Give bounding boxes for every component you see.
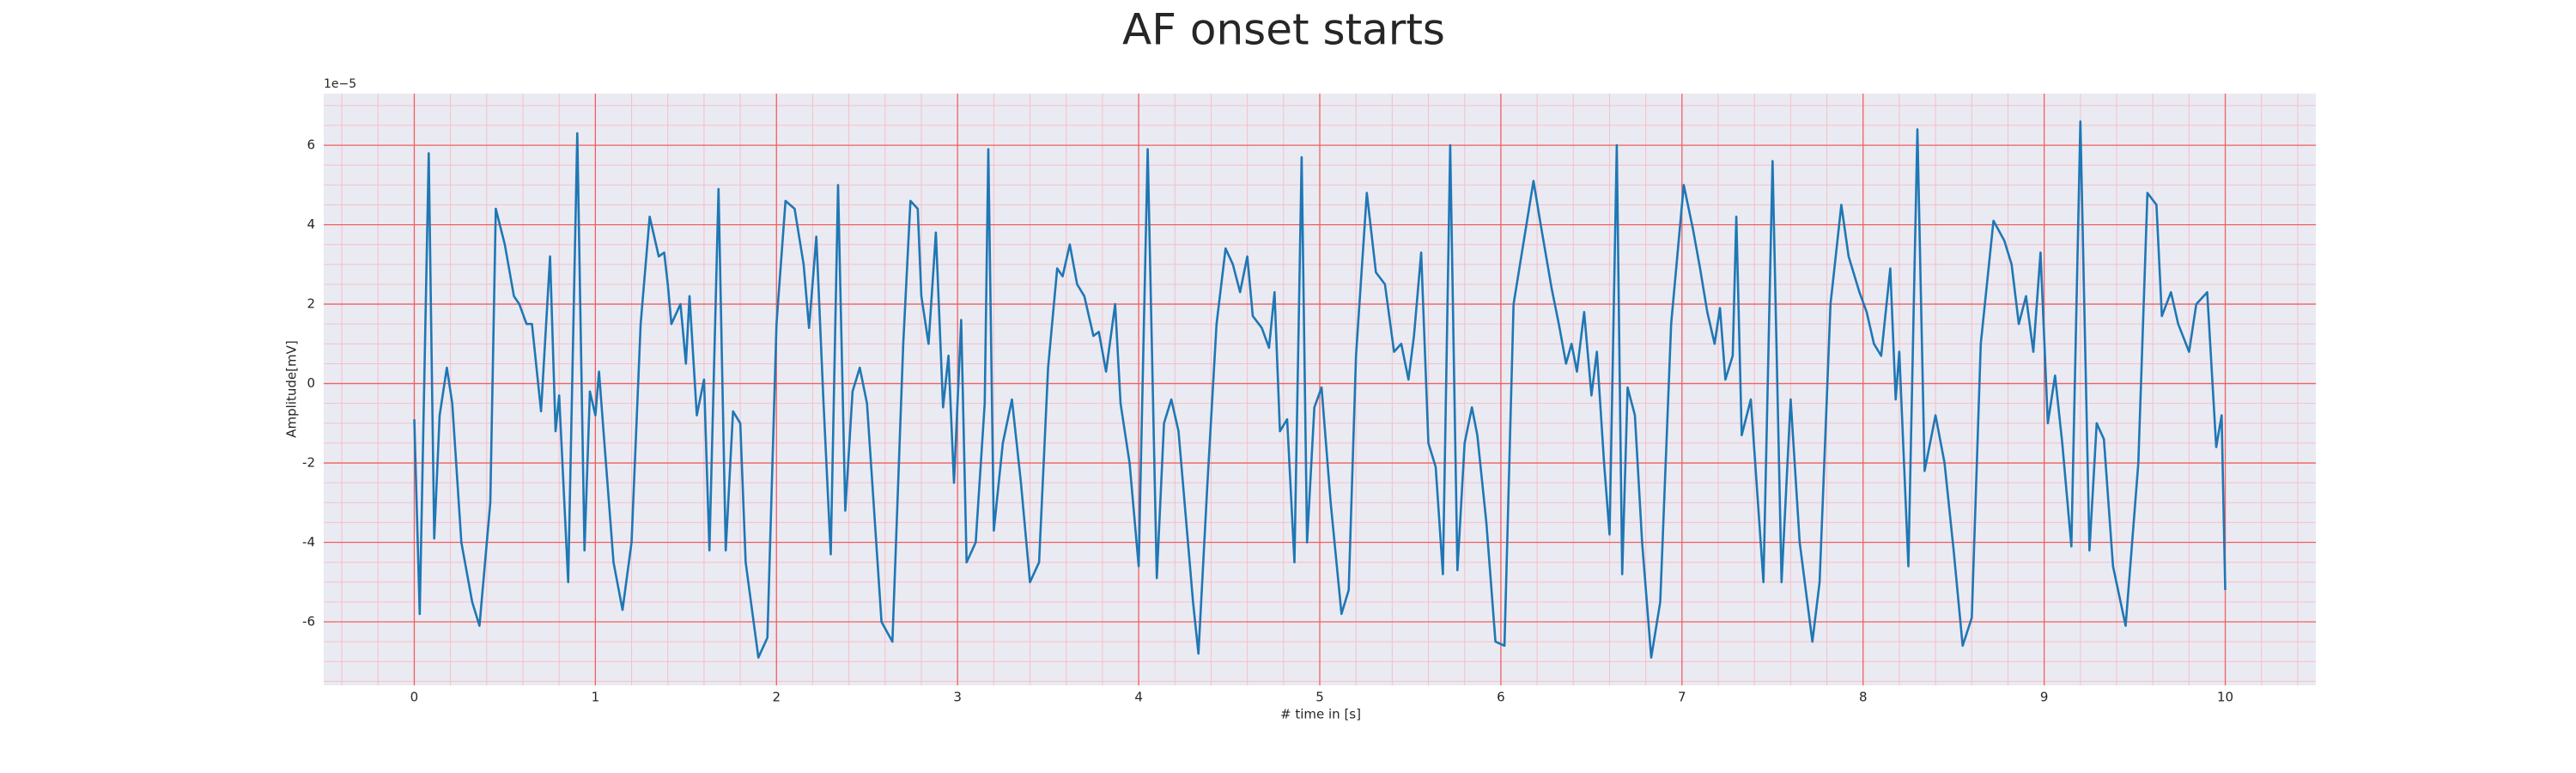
- chart-title: AF onset starts: [1122, 5, 1445, 55]
- signal-line: [413, 120, 2227, 659]
- y-tick-label: 4: [307, 216, 315, 232]
- x-axis-label: # time in [s]: [1280, 707, 1361, 722]
- x-tick-label: 7: [1678, 690, 1686, 705]
- y-tick-label: 0: [307, 375, 315, 391]
- y-offset-text: 1e−5: [324, 77, 356, 91]
- x-tick-label: 5: [1315, 690, 1324, 705]
- x-tick-label: 0: [410, 690, 419, 705]
- y-axis-label: Amplitude[mV]: [284, 340, 300, 437]
- x-tick-label: 10: [2217, 690, 2233, 705]
- x-tick-label: 3: [953, 690, 962, 705]
- y-tick-label: -6: [302, 614, 315, 630]
- y-tick-label: -4: [302, 534, 315, 550]
- y-tick-label: 6: [307, 137, 315, 153]
- x-tick-label: 6: [1497, 690, 1505, 705]
- x-tick-label: 8: [1859, 690, 1868, 705]
- y-tick-label: 2: [307, 296, 315, 312]
- y-tick-label: -2: [302, 455, 315, 471]
- x-tick-label: 9: [2040, 690, 2049, 705]
- x-tick-label: 2: [772, 690, 781, 705]
- x-tick-label: 4: [1134, 690, 1143, 705]
- x-tick-label: 1: [592, 690, 600, 705]
